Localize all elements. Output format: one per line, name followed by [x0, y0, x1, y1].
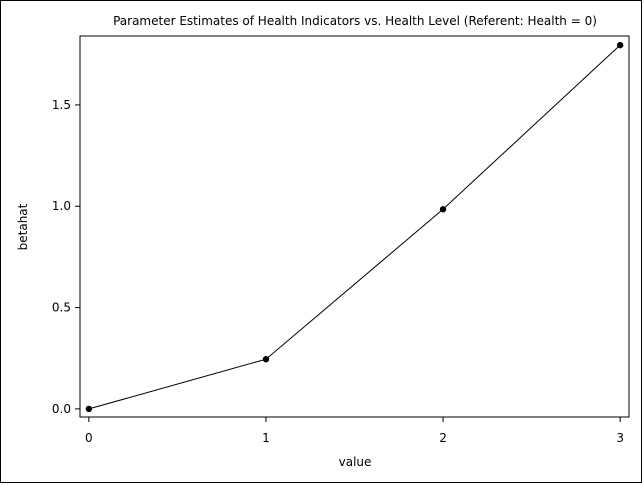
plot-area [79, 35, 630, 418]
y-tick-label: 1.5 [52, 98, 71, 112]
data-point [85, 405, 93, 413]
series-line [88, 44, 621, 410]
data-point [262, 356, 270, 363]
y-tick-label: 1.0 [52, 199, 71, 213]
data-point [616, 41, 624, 49]
x-axis: 0 1 2 3 [85, 417, 624, 445]
y-tick-label: 0.0 [52, 402, 71, 416]
x-tick-label: 3 [616, 431, 624, 445]
x-axis-label: value [339, 455, 372, 469]
x-tick-label: 2 [439, 431, 447, 445]
chart-title: Parameter Estimates of Health Indicators… [113, 14, 597, 28]
y-tick-label: 0.5 [52, 301, 71, 315]
x-tick-label: 0 [85, 431, 93, 445]
data-points [85, 41, 624, 413]
y-axis: 0.0 0.5 1.0 1.5 [52, 98, 80, 416]
y-axis-label: betahat [16, 203, 30, 250]
x-tick-label: 1 [262, 431, 270, 445]
data-point [439, 206, 447, 213]
